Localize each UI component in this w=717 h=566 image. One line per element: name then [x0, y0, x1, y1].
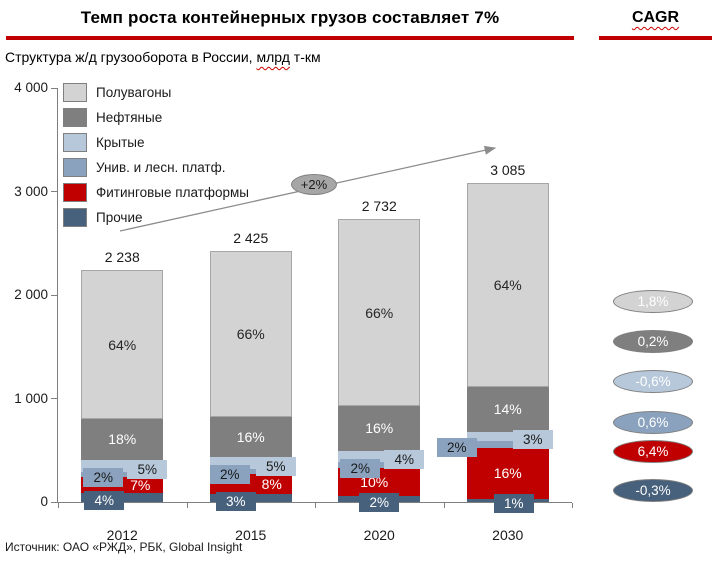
y-axis-label: 4 000 — [14, 80, 48, 95]
x-axis-tick — [58, 503, 59, 508]
y-axis-tick — [51, 87, 57, 89]
chart-legend: Полувагоны Нефтяные Крытые Унив. и лесн. пл… — [63, 82, 249, 232]
cagr-header-label: CAGR — [631, 9, 680, 26]
bar-total-label: 2 238 — [104, 249, 140, 266]
cagr-value-badge: 1,8% — [613, 290, 693, 313]
y-axis-label: 3 000 — [14, 183, 48, 199]
x-axis-category-label: 2012 — [106, 527, 138, 543]
cagr-value-badge: 6,4% — [613, 440, 693, 463]
segment-callout: 4% — [384, 450, 425, 470]
segment-4 — [209, 469, 292, 475]
x-axis-category-label: 2015 — [235, 527, 267, 543]
y-axis-tick — [51, 398, 57, 399]
bar-2020: 2 732 2% 10% 2% 4% 16% 66% — [338, 198, 425, 512]
legend-item: Прочие — [63, 207, 249, 227]
x-axis-tick — [315, 503, 316, 508]
y-axis-tick — [51, 294, 57, 296]
legend-item-label: Полувагоны — [96, 84, 172, 100]
bar-2015: 2 425 3% 8% 2% 5% 16% 66% — [209, 230, 296, 511]
bar-2012: 2 238 4% 7% 2% 5% 18% 64% — [81, 249, 168, 510]
x-axis-category-label: 2030 — [492, 527, 524, 543]
legend-swatch — [63, 182, 87, 202]
x-axis-tick — [443, 503, 445, 508]
segment-5 — [466, 447, 549, 499]
cagr-underline — [599, 36, 712, 40]
segment-1: 66% — [209, 251, 292, 417]
segment-2: 14% — [466, 387, 549, 432]
legend-swatch — [63, 207, 87, 227]
legend-swatch — [63, 132, 87, 152]
legend-item-label: Прочие — [96, 209, 143, 225]
segment-label: 7% — [130, 476, 151, 493]
chart-subtitle: Структура ж/д грузооборота в России, млр… — [5, 49, 321, 65]
legend-item-label: Унив. и лесн. платф. — [96, 159, 226, 175]
cagr-value-badge: -0,3% — [613, 479, 693, 502]
segment-callout: 4% — [84, 490, 125, 510]
legend-item: Фитинговые платформы — [63, 182, 249, 202]
source-note: Источник: ОАО «РЖД», РБК, Global Insight — [5, 540, 243, 554]
bar-2030: 3 085 1% 16% 2% 3% 14% 64% — [436, 162, 553, 513]
segment-1: 64% — [81, 270, 164, 419]
bar-total-label: 3 085 — [490, 161, 526, 178]
segment-2: 18% — [81, 418, 164, 461]
y-axis-label: 2 000 — [14, 287, 48, 302]
segment-callout: 2% — [359, 492, 400, 512]
legend-item-label: Крытые — [96, 134, 145, 150]
segment-4 — [466, 441, 549, 448]
x-axis-tick — [572, 503, 573, 508]
legend-swatch — [63, 107, 87, 127]
segment-callout: 5% — [127, 459, 168, 479]
segment-callout: 2% — [83, 467, 124, 487]
legend-swatch — [63, 157, 87, 177]
segment-2: 16% — [338, 405, 421, 452]
bar-total-label: 2 732 — [361, 198, 397, 215]
legend-item-label: Фитинговые платформы — [96, 184, 249, 200]
segment-callout: 1% — [493, 493, 534, 513]
subtitle-unit: млрд — [256, 49, 290, 65]
y-axis-tick — [51, 191, 57, 192]
segment-label: 16% — [493, 465, 522, 482]
segment-label: 8% — [261, 476, 282, 493]
title-underline — [6, 36, 574, 40]
growth-annotation-badge: +2% — [291, 174, 337, 195]
cagr-value-badge: 0,2% — [613, 330, 693, 353]
y-axis-tick — [51, 501, 57, 503]
legend-item: Крытые — [63, 132, 249, 152]
cagr-value-badge: 0,6% — [613, 411, 693, 434]
y-axis-label: 1 000 — [14, 390, 48, 406]
segment-1: 64% — [466, 182, 549, 388]
legend-item: Унив. и лесн. платф. — [63, 157, 249, 177]
subtitle-unit-tail: т-км — [289, 49, 321, 65]
legend-item: Нефтяные — [63, 107, 249, 127]
bar-total-label: 2 425 — [233, 230, 269, 247]
segment-callout: 2% — [436, 438, 477, 458]
segment-3 — [81, 460, 164, 472]
subtitle-text: Структура ж/д грузооборота в России, — [5, 49, 257, 65]
cagr-value-badge: -0,6% — [613, 370, 693, 393]
x-axis-tick — [186, 503, 188, 508]
x-axis-category-label: 2020 — [363, 527, 395, 543]
segment-1: 66% — [338, 219, 421, 406]
segment-3 — [338, 451, 421, 463]
page-title: Темп роста контейнерных грузов составляе… — [80, 8, 500, 27]
segment-callout: 3% — [512, 430, 553, 450]
segment-callout: 2% — [209, 465, 250, 485]
y-axis-label: 0 — [40, 494, 48, 509]
legend-item-label: Нефтяные — [96, 109, 163, 125]
legend-item: Полувагоны — [63, 82, 249, 102]
segment-2: 16% — [209, 416, 292, 457]
segment-label: 10% — [360, 474, 389, 491]
segment-3 — [466, 431, 549, 442]
segment-callout: 3% — [215, 491, 256, 511]
legend-swatch — [63, 82, 87, 102]
segment-callout: 5% — [255, 456, 296, 476]
segment-callout: 2% — [340, 458, 381, 478]
cagr-header: CAGR — [599, 9, 712, 27]
